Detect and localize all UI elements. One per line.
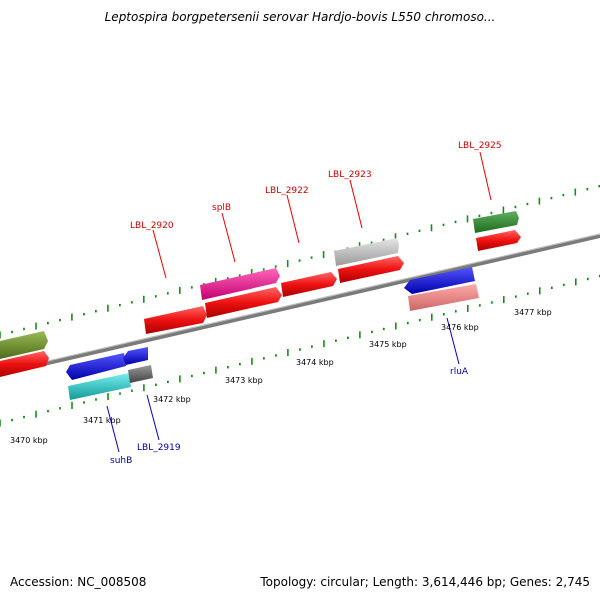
- chromosome-backbone-highlight: [0, 233, 600, 373]
- upper-tick-track: [0, 185, 600, 339]
- label-lbl-2922[interactable]: LBL_2922: [265, 186, 309, 196]
- gene-rlua-blue[interactable]: [404, 267, 475, 294]
- leader-lbl-2922: [286, 194, 300, 244]
- leader-lbl-2925: [479, 151, 492, 201]
- reverse-strand-genes: [66, 267, 479, 400]
- leader-lbl-2919: [146, 394, 160, 441]
- accession-text: Accession: NC_008508: [10, 575, 147, 589]
- leader-lbl-2920: [152, 229, 167, 279]
- gene-olive[interactable]: [0, 331, 48, 359]
- gene-suhb[interactable]: [68, 373, 131, 400]
- scale-label: 3477 kbp: [514, 308, 552, 317]
- scale-label: 3476 kbp: [441, 323, 479, 332]
- label-suhb[interactable]: suhB: [110, 456, 132, 466]
- gene-splb[interactable]: [200, 268, 280, 300]
- gene-blue-small[interactable]: [123, 347, 148, 365]
- scale-labels: 3470 kbp 3471 kbp 3472 kbp 3473 kbp 3474…: [10, 308, 552, 445]
- gene-lbl-2919[interactable]: [128, 365, 153, 383]
- scale-label: 3472 kbp: [153, 395, 191, 404]
- label-rlua[interactable]: rluA: [450, 367, 469, 377]
- leader-splb: [221, 212, 236, 263]
- leader-suhb: [106, 405, 120, 453]
- gene-rlua[interactable]: [408, 284, 479, 311]
- gene-lbl-2922[interactable]: [281, 272, 337, 297]
- gene-suhb-blue[interactable]: [66, 353, 126, 380]
- scale-label: 3475 kbp: [369, 340, 407, 349]
- chromosome-backbone: [0, 234, 600, 376]
- label-lbl-2923[interactable]: LBL_2923: [328, 170, 372, 180]
- lower-tick-track: [0, 274, 600, 427]
- leader-rlua: [446, 317, 460, 365]
- forward-strand-genes: [0, 211, 521, 377]
- topology-text: Topology: circular; Length: 3,614,446 bp…: [260, 575, 590, 589]
- scale-label: 3470 kbp: [10, 436, 48, 445]
- label-lbl-2920[interactable]: LBL_2920: [130, 221, 174, 231]
- top-gene-labels: LBL_2920 splB LBL_2922 LBL_2923 LBL_2925: [130, 141, 502, 279]
- bottom-gene-labels: suhB LBL_2919 rluA: [106, 317, 469, 466]
- label-lbl-2919[interactable]: LBL_2919: [137, 443, 181, 453]
- scale-label: 3471 kbp: [83, 416, 121, 425]
- gene-lbl-2923-gray[interactable]: [334, 238, 399, 266]
- gene-splb-red[interactable]: [205, 287, 282, 318]
- gene-lbl-2925[interactable]: [476, 230, 521, 251]
- label-splb[interactable]: splB: [212, 203, 231, 213]
- gene-lbl-2923[interactable]: [338, 256, 404, 283]
- label-lbl-2925[interactable]: LBL_2925: [458, 141, 502, 151]
- map-title: Leptospira borgpetersenii serovar Hardjo…: [104, 10, 496, 24]
- scale-label: 3474 kbp: [296, 358, 334, 367]
- scale-label: 3473 kbp: [225, 376, 263, 385]
- gene-red-left[interactable]: [0, 351, 49, 377]
- gene-lbl-2925-green[interactable]: [473, 211, 519, 233]
- leader-lbl-2923: [349, 179, 363, 229]
- gene-lbl-2920[interactable]: [144, 306, 207, 334]
